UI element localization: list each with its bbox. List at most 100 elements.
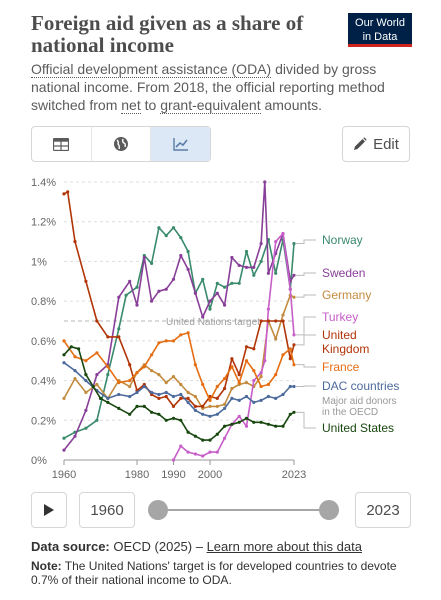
tab-table[interactable] <box>32 127 91 161</box>
data-point <box>215 291 219 295</box>
data-point <box>179 396 183 400</box>
x-tick-label: 1980 <box>125 469 149 481</box>
timeline-start-year[interactable]: 1960 <box>79 492 135 528</box>
data-point <box>223 285 227 289</box>
data-point <box>135 303 139 307</box>
subtitle-oda-link[interactable]: Official development assistance (ODA) <box>31 61 272 78</box>
data-point <box>281 232 285 236</box>
data-point <box>237 414 241 418</box>
data-point <box>288 287 292 291</box>
data-point <box>62 361 66 365</box>
data-point <box>73 377 77 381</box>
y-tick-label: 1% <box>31 256 47 268</box>
x-tick-label: 1960 <box>52 469 76 481</box>
edit-button[interactable]: Edit <box>342 126 410 162</box>
table-icon <box>53 137 70 151</box>
data-point <box>292 273 296 277</box>
data-point <box>208 450 212 454</box>
data-point <box>266 394 270 399</box>
source-text: OECD (2025) – <box>109 539 207 554</box>
data-point <box>244 394 249 399</box>
data-point <box>237 420 241 424</box>
data-point <box>244 424 249 428</box>
data-point <box>281 353 285 357</box>
data-point <box>157 341 161 345</box>
legend-label: DAC countries <box>322 379 399 393</box>
tab-map[interactable] <box>90 127 151 161</box>
data-point <box>252 400 256 404</box>
data-point <box>84 426 88 430</box>
data-point <box>142 255 146 260</box>
data-point <box>208 414 212 418</box>
data-point <box>230 281 234 285</box>
data-point <box>223 436 227 440</box>
timeline-track[interactable] <box>158 509 329 511</box>
data-point <box>292 333 296 337</box>
data-point <box>186 430 190 434</box>
data-point <box>223 402 227 406</box>
y-tick-label: 0.4% <box>31 376 56 388</box>
data-point <box>274 373 278 377</box>
data-point <box>117 406 121 410</box>
learn-more-link[interactable]: Learn more about this data <box>206 539 362 554</box>
data-point <box>223 377 227 381</box>
data-point <box>292 363 296 367</box>
data-point <box>201 315 205 319</box>
owid-logo[interactable]: Our World in Data <box>348 13 412 47</box>
series-line-dac-countries <box>63 362 294 418</box>
data-point <box>171 416 176 420</box>
data-point <box>259 259 263 263</box>
data-point <box>128 279 132 283</box>
data-point <box>259 384 263 389</box>
data-point <box>292 242 296 246</box>
data-point <box>263 180 267 184</box>
data-point <box>106 400 110 404</box>
timeline-end-year[interactable]: 2023 <box>355 492 411 528</box>
data-point <box>95 351 99 355</box>
data-point <box>274 424 278 428</box>
data-point <box>150 410 154 414</box>
legend-connector <box>296 334 316 346</box>
tab-chart[interactable] <box>150 127 211 161</box>
timeline-end-handle[interactable] <box>319 500 339 520</box>
data-point <box>171 339 176 343</box>
play-button[interactable] <box>31 492 67 528</box>
data-point <box>237 281 241 285</box>
data-point <box>157 373 161 377</box>
data-point <box>117 327 121 331</box>
data-point <box>193 404 197 408</box>
data-point <box>281 319 285 323</box>
data-point <box>288 357 292 361</box>
data-point <box>237 381 241 385</box>
data-point <box>164 381 168 385</box>
subtitle-grant-link[interactable]: grant-equivalent <box>160 97 261 114</box>
data-point <box>259 319 263 323</box>
timeline-start-handle[interactable] <box>148 500 168 520</box>
data-point <box>230 386 234 391</box>
data-point <box>266 382 270 387</box>
data-point <box>244 249 249 254</box>
data-point <box>292 343 296 347</box>
data-point <box>252 420 256 424</box>
subtitle-text-1: divided by gross national income. From 2… <box>31 61 385 113</box>
data-point <box>288 384 292 389</box>
data-point <box>84 279 88 283</box>
data-point <box>186 331 190 335</box>
data-point <box>106 365 110 369</box>
data-point <box>244 359 249 363</box>
data-point <box>230 365 234 369</box>
data-point <box>84 408 88 412</box>
data-point <box>292 410 296 414</box>
data-point <box>274 240 278 244</box>
data-point <box>73 355 77 359</box>
data-point <box>150 261 154 265</box>
data-point <box>150 369 154 373</box>
data-point <box>62 448 66 452</box>
data-point <box>259 420 263 424</box>
subtitle-net-link[interactable]: net <box>121 97 141 114</box>
data-point <box>84 390 88 395</box>
legend-label: Norway <box>322 233 363 247</box>
data-point <box>95 418 99 422</box>
data-point <box>62 339 66 343</box>
data-point <box>135 371 139 375</box>
